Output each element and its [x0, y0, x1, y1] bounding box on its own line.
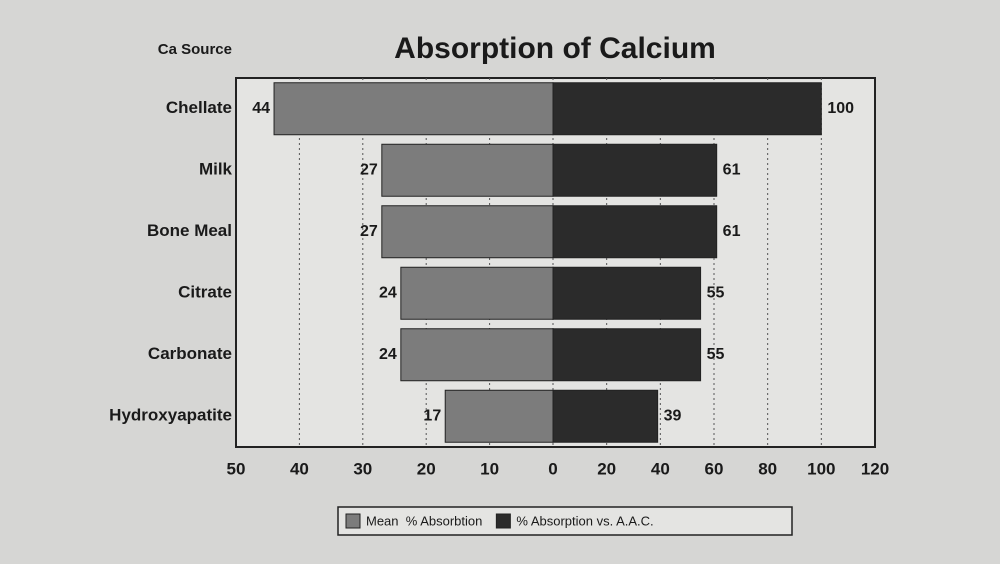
legend-swatch [495, 513, 511, 529]
bar [400, 328, 554, 382]
data-label: 100 [827, 100, 854, 117]
bar [552, 266, 702, 320]
x-tick-label: 80 [758, 459, 777, 478]
data-label: 27 [360, 223, 378, 240]
data-label: 24 [379, 284, 397, 301]
x-tick-label: 50 [227, 459, 246, 478]
y-tick-label: Citrate [178, 283, 232, 302]
bar [381, 143, 554, 197]
x-tick-label: 20 [597, 459, 616, 478]
x-tick-label: 40 [290, 459, 309, 478]
x-tick-label: 100 [807, 459, 835, 478]
plot-frame [235, 77, 876, 448]
bar [444, 389, 554, 443]
legend-label: % Absorption vs. A.A.C. [516, 513, 653, 528]
x-tick-label: 10 [480, 459, 499, 478]
x-tick-label: 40 [651, 459, 670, 478]
x-tick-label: 20 [417, 459, 436, 478]
bar [552, 82, 822, 136]
data-label: 44 [252, 100, 270, 117]
bar [381, 205, 554, 259]
data-label: 55 [707, 284, 725, 301]
y-tick-label: Bone Meal [147, 221, 232, 240]
x-tick-label: 60 [705, 459, 724, 478]
data-label: 61 [723, 161, 741, 178]
chart-title: Absorption of Calcium [394, 32, 716, 65]
data-label: 17 [423, 407, 441, 424]
bar [552, 389, 659, 443]
y-tick-label: Carbonate [148, 344, 232, 363]
data-label: 39 [664, 407, 682, 424]
data-label: 55 [707, 346, 725, 363]
legend-label: Mean % Absorbtion [366, 513, 482, 528]
bar [552, 143, 718, 197]
y-tick-label: Milk [199, 160, 233, 179]
data-label: 24 [379, 346, 397, 363]
bar [273, 82, 554, 136]
data-label: 61 [723, 223, 741, 240]
data-label: 27 [360, 161, 378, 178]
bar [552, 328, 702, 382]
bar [400, 266, 554, 320]
legend-box [337, 506, 793, 536]
y-tick-label: Hydroxyapatite [109, 406, 232, 425]
x-tick-label: 30 [353, 459, 372, 478]
x-tick-label: 0 [548, 459, 557, 478]
bar [552, 205, 718, 259]
x-tick-label: 120 [861, 459, 889, 478]
axis-label: Ca Source [158, 41, 232, 58]
legend-swatch [345, 513, 361, 529]
y-tick-label: Chellate [166, 98, 232, 117]
